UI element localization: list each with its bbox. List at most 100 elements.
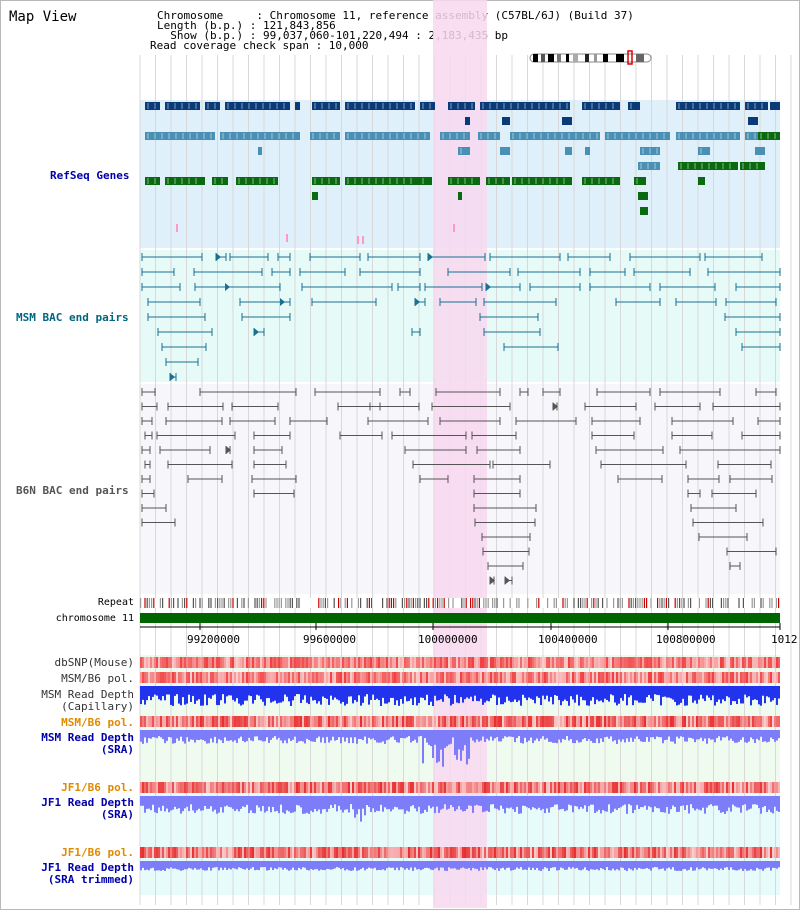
jf1-b6-pol-strip-2 xyxy=(676,847,678,858)
repeat-mark xyxy=(725,598,727,608)
track-label-refseq[interactable]: RefSeq Genes xyxy=(50,169,130,182)
msm-b6-pol-strip-2 xyxy=(528,716,530,727)
dbsnp-strip xyxy=(692,657,694,668)
refseq-gene xyxy=(420,177,432,185)
msm-depth-capillary-bar xyxy=(154,686,156,695)
jf1-b6-pol-strip-2 xyxy=(756,847,758,858)
jf1-depth-trimmed-bar xyxy=(330,861,332,870)
msm-depth-capillary-bar xyxy=(214,686,216,695)
msm-b6-pol-strip xyxy=(520,672,522,683)
dbsnp-strip xyxy=(284,657,286,668)
msm-depth-capillary-bar xyxy=(706,686,708,696)
msm-depth-sra-bar xyxy=(714,730,716,743)
dbsnp-strip xyxy=(710,657,712,668)
jf1-depth-trimmed-bar xyxy=(372,861,374,869)
jf1-b6-pol-strip-2 xyxy=(658,847,660,858)
jf1-depth-sra-bar xyxy=(470,796,472,806)
msm-b6-pol-strip xyxy=(408,672,410,683)
jf1-depth-sra-bar xyxy=(336,796,338,812)
msm-b6-pol-strip-2 xyxy=(208,716,210,727)
msm-depth-capillary-bar xyxy=(180,686,182,706)
jf1-depth-sra-bar xyxy=(200,796,202,811)
jf1-depth-sra-bar xyxy=(550,796,552,808)
jf1-b6-pol-strip-2 xyxy=(358,847,360,858)
msm-depth-sra-bar xyxy=(656,730,658,737)
jf1-depth-trimmed-bar xyxy=(404,861,406,870)
msm-b6-pol-strip xyxy=(196,672,198,683)
msm-b6-pol-strip xyxy=(624,672,626,683)
msm-b6-pol-strip xyxy=(492,672,494,683)
jf1-depth-sra-bar xyxy=(604,796,606,812)
repeat-mark xyxy=(478,598,480,608)
track-label-msm-bac[interactable]: MSM BAC end pairs xyxy=(16,311,129,324)
jf1-b6-pol-strip xyxy=(396,782,398,793)
msm-b6-pol-strip xyxy=(384,672,386,683)
dbsnp-strip xyxy=(250,657,252,668)
msm-depth-capillary-bar xyxy=(604,686,606,699)
jf1-depth-trimmed-bar xyxy=(508,861,510,868)
msm-depth-sra-bar xyxy=(370,730,372,740)
jf1-depth-sra-bar xyxy=(190,796,192,805)
jf1-b6-pol-strip xyxy=(472,782,474,793)
msm-b6-pol-strip xyxy=(686,672,688,683)
repeat-mark xyxy=(555,598,557,608)
track-label-jf1-b6-pol-2: JF1/B6 pol. xyxy=(61,846,134,859)
jf1-b6-pol-strip xyxy=(418,782,420,793)
dbsnp-strip xyxy=(342,657,344,668)
msm-depth-sra-bar xyxy=(662,730,664,744)
jf1-b6-pol-strip xyxy=(650,782,652,793)
msm-b6-pol-strip xyxy=(696,672,698,683)
track-label-b6n-bac[interactable]: B6N BAC end pairs xyxy=(16,484,129,497)
msm-b6-pol-strip xyxy=(320,672,322,683)
msm-depth-sra-bar xyxy=(576,730,578,741)
jf1-depth-sra-bar xyxy=(606,796,608,812)
dbsnp-strip xyxy=(310,657,312,668)
msm-depth-sra-bar xyxy=(674,730,676,744)
msm-depth-capillary-bar xyxy=(372,686,374,695)
msm-b6-pol-strip xyxy=(586,672,588,683)
msm-depth-capillary-bar xyxy=(404,686,406,697)
jf1-b6-pol-strip xyxy=(158,782,160,793)
msm-depth-sra-bar xyxy=(518,730,520,737)
msm-b6-pol-strip xyxy=(556,672,558,683)
jf1-depth-trimmed-bar xyxy=(194,861,196,869)
jf1-depth-trimmed-bar xyxy=(528,861,530,868)
dbsnp-strip xyxy=(170,657,172,668)
msm-depth-sra-bar xyxy=(476,730,478,740)
jf1-b6-pol-strip xyxy=(464,782,466,793)
jf1-b6-pol-strip-2 xyxy=(566,847,568,858)
msm-depth-capillary-bar xyxy=(760,686,762,706)
dbsnp-strip xyxy=(492,657,494,668)
msm-b6-pol-strip-2 xyxy=(482,716,484,727)
msm-depth-capillary-bar xyxy=(736,686,738,705)
msm-b6-pol-strip xyxy=(380,672,382,683)
msm-depth-sra-bar xyxy=(260,730,262,741)
jf1-depth-trimmed-bar xyxy=(726,861,728,868)
msm-b6-pol-strip xyxy=(720,672,722,683)
msm-b6-pol-strip-2 xyxy=(316,716,318,727)
jf1-depth-sra-bar xyxy=(340,796,342,810)
jf1-b6-pol-strip xyxy=(280,782,282,793)
msm-depth-sra-bar xyxy=(276,730,278,740)
jf1-depth-trimmed-bar xyxy=(308,861,310,871)
msm-b6-pol-strip xyxy=(706,672,708,683)
dbsnp-strip xyxy=(212,657,214,668)
jf1-b6-pol-strip-2 xyxy=(458,847,460,858)
msm-depth-sra-bar xyxy=(510,730,512,737)
jf1-depth-sra-bar xyxy=(498,796,500,811)
msm-depth-sra-bar xyxy=(752,730,754,740)
msm-b6-pol-strip xyxy=(386,672,388,683)
jf1-depth-sra-bar xyxy=(400,796,402,810)
jf1-depth-trimmed-bar xyxy=(350,861,352,871)
msm-depth-sra-bar xyxy=(396,730,398,743)
jf1-depth-trimmed-bar xyxy=(538,861,540,871)
msm-b6-pol-strip-2 xyxy=(258,716,260,727)
msm-depth-sra-bar xyxy=(460,730,462,761)
jf1-b6-pol-strip-2 xyxy=(760,847,762,858)
jf1-depth-trimmed-bar xyxy=(454,861,456,869)
jf1-b6-pol-strip xyxy=(710,782,712,793)
jf1-depth-sra-bar xyxy=(210,796,212,807)
msm-depth-capillary-bar xyxy=(550,686,552,697)
repeat-mark xyxy=(404,598,406,608)
